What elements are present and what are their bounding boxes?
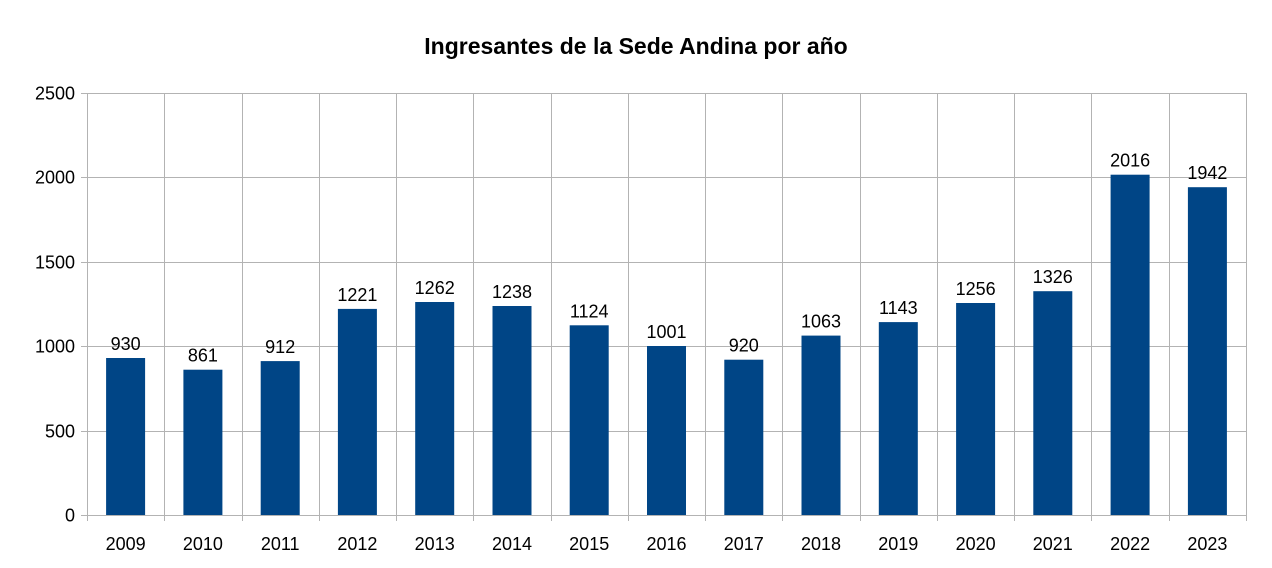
- data-label-2016: 1001: [646, 322, 686, 342]
- bar-2020: [956, 303, 996, 515]
- bar-2022: [1110, 174, 1150, 515]
- y-tick-label: 0: [65, 506, 75, 526]
- x-tick-label: 2011: [261, 534, 300, 554]
- bar-2010: [183, 369, 223, 515]
- bar-2011: [260, 361, 300, 515]
- x-tick-label: 2014: [492, 534, 532, 554]
- data-label-2018: 1063: [801, 312, 841, 332]
- data-label-2023: 1942: [1187, 163, 1227, 183]
- x-tick-label: 2018: [801, 534, 841, 554]
- y-tick-label: 1500: [35, 253, 75, 273]
- y-tick-label: 2500: [35, 84, 75, 104]
- x-tick-label: 2017: [724, 534, 764, 554]
- bar-2023: [1187, 187, 1227, 515]
- x-tick-label: 2020: [956, 534, 996, 554]
- x-tick-label: 2015: [569, 534, 609, 554]
- data-label-2022: 2016: [1110, 151, 1150, 171]
- bar-2021: [1033, 291, 1073, 515]
- x-tick-label: 2010: [183, 534, 223, 554]
- gridlines: [81, 93, 1247, 521]
- bar-2012: [337, 308, 377, 515]
- data-labels: 930 861 912 1221 1262 1238 1124 1001 920 1063 1143…: [111, 151, 1228, 366]
- y-tick-label: 2000: [35, 168, 75, 188]
- y-tick-label: 1000: [35, 337, 75, 357]
- bar-2013: [415, 302, 455, 515]
- bar-2019: [878, 322, 918, 515]
- x-tick-label: 2016: [646, 534, 686, 554]
- x-tick-label: 2009: [106, 534, 146, 554]
- x-tick-label: 2012: [337, 534, 377, 554]
- bar-2017: [724, 359, 764, 515]
- data-label-2013: 1262: [415, 278, 455, 298]
- bars: [106, 174, 1227, 515]
- data-label-2015: 1124: [570, 301, 609, 321]
- x-tick-label: 2022: [1110, 534, 1150, 554]
- data-label-2009: 930: [111, 334, 141, 354]
- x-tick-label: 2021: [1033, 534, 1073, 554]
- data-label-2020: 1256: [956, 279, 996, 299]
- data-label-2014: 1238: [492, 282, 532, 302]
- data-label-2017: 920: [729, 336, 759, 356]
- bar-2009: [106, 358, 146, 515]
- data-label-2011: 912: [265, 337, 295, 357]
- axes: 0 500 1000 1500 2000 2500 2009 2010 2011 2012 2013…: [35, 84, 1227, 555]
- x-tick-label: 2013: [415, 534, 455, 554]
- bar-2015: [569, 325, 609, 515]
- x-tick-label: 2019: [878, 534, 918, 554]
- chart-title: Ingresantes de la Sede Andina por año: [424, 33, 847, 59]
- data-label-2021: 1326: [1033, 267, 1073, 287]
- x-tick-label: 2023: [1187, 534, 1227, 554]
- bar-2018: [801, 335, 841, 515]
- data-label-2010: 861: [188, 346, 218, 366]
- bar-2014: [492, 306, 532, 515]
- data-label-2012: 1221: [337, 285, 377, 305]
- data-label-2019: 1143: [879, 298, 918, 318]
- y-tick-label: 500: [45, 422, 75, 442]
- bar-2016: [647, 346, 686, 515]
